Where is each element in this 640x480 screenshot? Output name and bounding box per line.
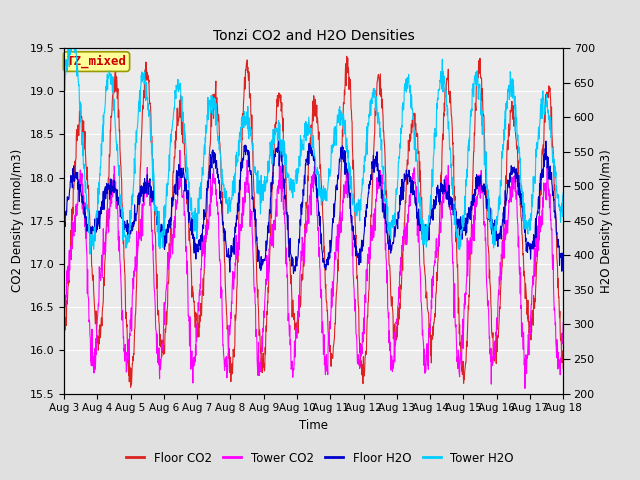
Tower CO2	[559, 320, 567, 325]
Floor H2O	[283, 210, 291, 216]
Floor CO2	[60, 319, 68, 325]
Tower CO2	[521, 385, 529, 391]
Tower H2O	[273, 127, 280, 132]
Tower H2O	[86, 251, 94, 257]
Floor CO2	[127, 384, 134, 390]
Floor CO2	[345, 71, 353, 77]
Y-axis label: CO2 Density (mmol/m3): CO2 Density (mmol/m3)	[11, 149, 24, 292]
Floor CO2	[99, 304, 106, 310]
Floor H2O	[290, 271, 298, 276]
Tower H2O	[283, 170, 291, 176]
Tower CO2	[119, 318, 127, 324]
Line: Floor H2O: Floor H2O	[64, 141, 563, 274]
Floor H2O	[272, 146, 280, 152]
X-axis label: Time: Time	[299, 419, 328, 432]
Floor H2O	[99, 206, 106, 212]
Tower CO2	[176, 147, 184, 153]
Tower H2O	[99, 112, 107, 118]
Floor CO2	[343, 53, 351, 59]
Floor CO2	[283, 195, 291, 201]
Tower H2O	[64, 45, 72, 51]
Tower CO2	[60, 319, 68, 325]
Tower H2O	[559, 190, 567, 195]
Text: TZ_mixed: TZ_mixed	[67, 55, 127, 68]
Floor CO2	[272, 121, 280, 127]
Legend: Floor CO2, Tower CO2, Floor H2O, Tower H2O: Floor CO2, Tower CO2, Floor H2O, Tower H…	[122, 447, 518, 469]
Tower H2O	[120, 220, 127, 226]
Floor CO2	[119, 218, 127, 224]
Floor H2O	[345, 189, 353, 195]
Line: Floor CO2: Floor CO2	[64, 56, 563, 387]
Tower H2O	[292, 173, 300, 179]
Floor H2O	[292, 254, 300, 260]
Tower CO2	[283, 263, 291, 269]
Floor CO2	[559, 366, 567, 372]
Tower H2O	[345, 164, 353, 169]
Tower CO2	[99, 256, 106, 262]
Floor H2O	[559, 263, 567, 268]
Floor CO2	[292, 327, 300, 333]
Tower H2O	[60, 74, 68, 80]
Floor H2O	[119, 214, 127, 220]
Floor H2O	[60, 214, 68, 219]
Title: Tonzi CO2 and H2O Densities: Tonzi CO2 and H2O Densities	[212, 29, 415, 43]
Line: Tower CO2: Tower CO2	[64, 150, 563, 388]
Tower CO2	[292, 343, 300, 349]
Floor H2O	[275, 138, 282, 144]
Tower CO2	[344, 170, 352, 176]
Tower CO2	[272, 196, 280, 202]
Line: Tower H2O: Tower H2O	[64, 48, 563, 254]
Y-axis label: H2O Density (mmol/m3): H2O Density (mmol/m3)	[600, 149, 613, 293]
